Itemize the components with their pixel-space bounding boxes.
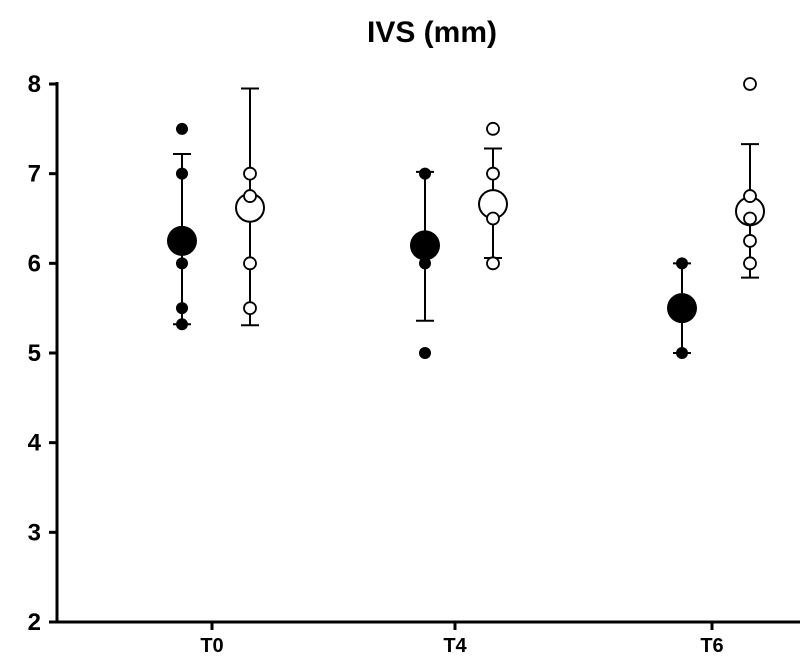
x-tick-label: T6	[700, 635, 723, 657]
group-filled-T6	[667, 257, 697, 359]
mean-marker	[410, 230, 440, 261]
data-point	[743, 234, 757, 248]
y-tick-label: 2	[28, 609, 41, 636]
data-point	[176, 257, 188, 270]
data-point	[743, 256, 757, 271]
data-point	[486, 211, 500, 226]
data-point	[486, 166, 500, 181]
data-point	[419, 347, 431, 359]
data-point	[486, 256, 500, 271]
y-tick-label: 7	[28, 161, 41, 188]
x-tick-label: T0	[200, 635, 223, 657]
group-filled-T0	[167, 122, 197, 331]
data-point	[176, 302, 188, 315]
axes: 2 3 4 5 6 7 8 T0 T4 T6	[28, 71, 800, 657]
y-tick-label: 6	[28, 250, 41, 277]
y-tick-label: 8	[28, 71, 41, 98]
y-tick-label: 5	[28, 340, 41, 367]
mean-marker	[667, 293, 697, 324]
y-tick-label: 3	[28, 519, 41, 546]
data-point	[243, 166, 257, 181]
group-open-T4	[478, 121, 508, 271]
mean-marker	[167, 225, 197, 256]
x-tick-label: T4	[443, 635, 467, 657]
data-point	[743, 211, 757, 226]
data-marks	[167, 77, 765, 359]
data-point	[486, 121, 500, 136]
data-point	[419, 257, 431, 270]
data-point	[243, 189, 257, 203]
data-point	[176, 122, 188, 135]
data-point	[419, 167, 431, 180]
data-point	[176, 318, 188, 331]
group-open-T0	[235, 87, 265, 327]
data-point	[243, 256, 257, 271]
y-tick-label: 4	[28, 430, 42, 457]
chart-title: IVS (mm)	[367, 16, 497, 49]
group-open-T6	[735, 77, 765, 279]
group-filled-T4	[410, 167, 440, 359]
data-point	[743, 77, 757, 91]
data-point	[743, 189, 757, 203]
data-point	[243, 301, 257, 316]
data-point	[676, 257, 688, 270]
data-point	[676, 347, 688, 359]
data-point	[176, 167, 188, 180]
